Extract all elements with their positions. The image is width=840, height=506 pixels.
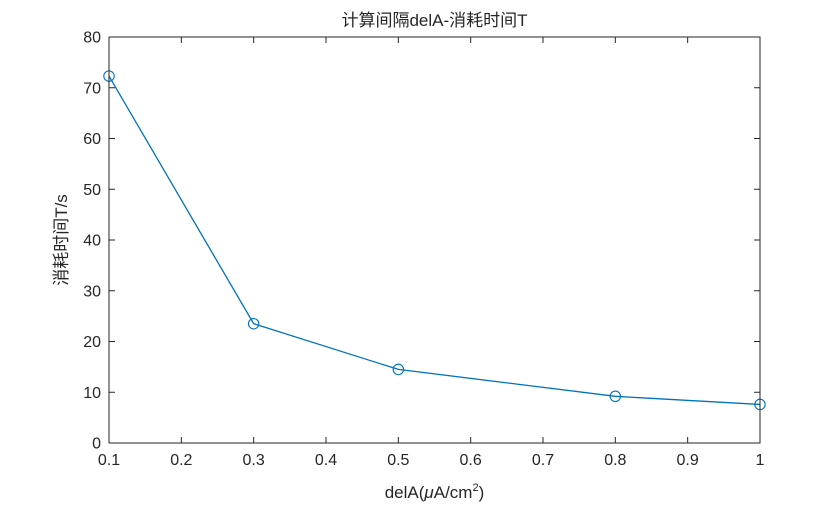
plot-background: [109, 37, 760, 443]
x-tick-label: 0.6: [460, 452, 482, 469]
x-tick-label: 0.5: [387, 452, 409, 469]
plot-frame: [108, 36, 761, 444]
y-tick-label: 20: [83, 334, 101, 351]
x-tick-label: 0.2: [170, 452, 192, 469]
data-point-marker: [392, 363, 405, 376]
y-axis-label: 消耗时间T/s: [52, 194, 71, 286]
x-axis-label: delA(μA/cm2): [385, 482, 485, 502]
x-axis-label-unit: A/cm: [434, 483, 473, 502]
x-axis-label-prefix: delA(: [385, 483, 425, 502]
x-tick-label: 0.9: [677, 452, 699, 469]
x-tick-label: 0.8: [604, 452, 626, 469]
data-point-marker: [247, 317, 260, 330]
x-tick-label: 0.4: [315, 452, 337, 469]
x-tick-label: 0.1: [98, 452, 120, 469]
x-axis-label-superscript: 2: [472, 482, 478, 494]
y-tick-label: 10: [83, 385, 101, 402]
x-tick-label: 0.7: [532, 452, 554, 469]
ticks-group: 0.1 0.2 0.3 0.4 0.5 0.6 0.7 0.8 0.9 1010203040506…: [83, 30, 764, 470]
chart-title: 计算间隔delA-消耗时间T: [341, 11, 527, 30]
series-line: [108, 75, 761, 406]
x-tick-label: 0.3: [243, 452, 265, 469]
y-tick-label: 80: [83, 30, 101, 47]
y-tick-label: 50: [83, 182, 101, 199]
y-tick-label: 40: [83, 233, 101, 250]
y-tick-label: 70: [83, 80, 101, 97]
data-point-marker: [609, 390, 622, 403]
y-tick-label: 60: [83, 131, 101, 148]
y-tick-label: 0: [92, 436, 101, 453]
x-axis-label-mu: μ: [423, 483, 434, 502]
x-tick-label: 1: [756, 452, 765, 469]
y-tick-label: 30: [83, 283, 101, 300]
x-axis-label-close: ): [479, 483, 485, 502]
